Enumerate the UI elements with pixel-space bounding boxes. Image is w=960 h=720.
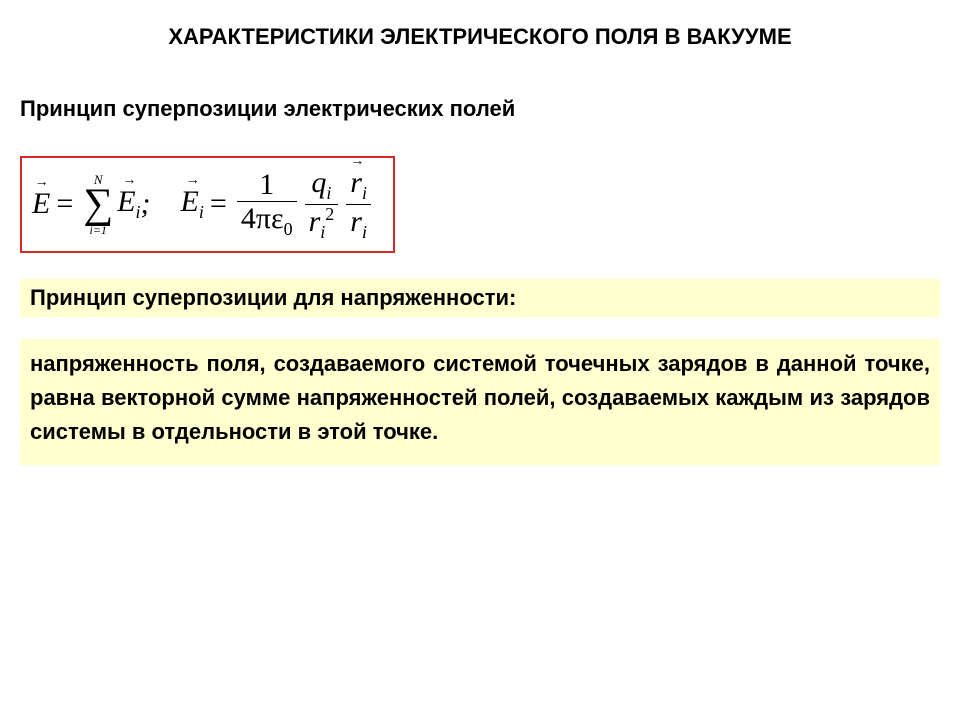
frac-q-over-r2: qi ri2	[305, 166, 339, 243]
frac-coulomb: 1 4πε0	[237, 168, 297, 240]
page-title: ХАРАКТЕРИСТИКИ ЭЛЕКТРИЧЕСКОГО ПОЛЯ В ВАК…	[100, 24, 860, 50]
frac-unit-vector: →ri ri	[346, 166, 371, 243]
sym-E: E	[32, 187, 50, 220]
sym-Ei: E	[117, 185, 135, 218]
sym-Ei2: E	[181, 185, 199, 218]
formula-box: →E = N ∑ i=1 →Ei ; →Ei = 1 4πε0 qi ri2 →…	[20, 156, 395, 253]
heading-superposition: Принцип суперпозиции для напряженности:	[20, 279, 940, 317]
formula-ei: →Ei = 1 4πε0 qi ri2 →ri ri	[181, 166, 375, 243]
definition-text: напряженность поля, создаваемого системо…	[20, 339, 940, 465]
section-subtitle: Принцип суперпозиции электрических полей	[20, 96, 940, 122]
semicolon: ;	[141, 187, 151, 221]
formula-sum: →E = N ∑ i=1 →Ei ;	[32, 173, 151, 236]
sigma-op: N ∑ i=1	[83, 173, 113, 236]
